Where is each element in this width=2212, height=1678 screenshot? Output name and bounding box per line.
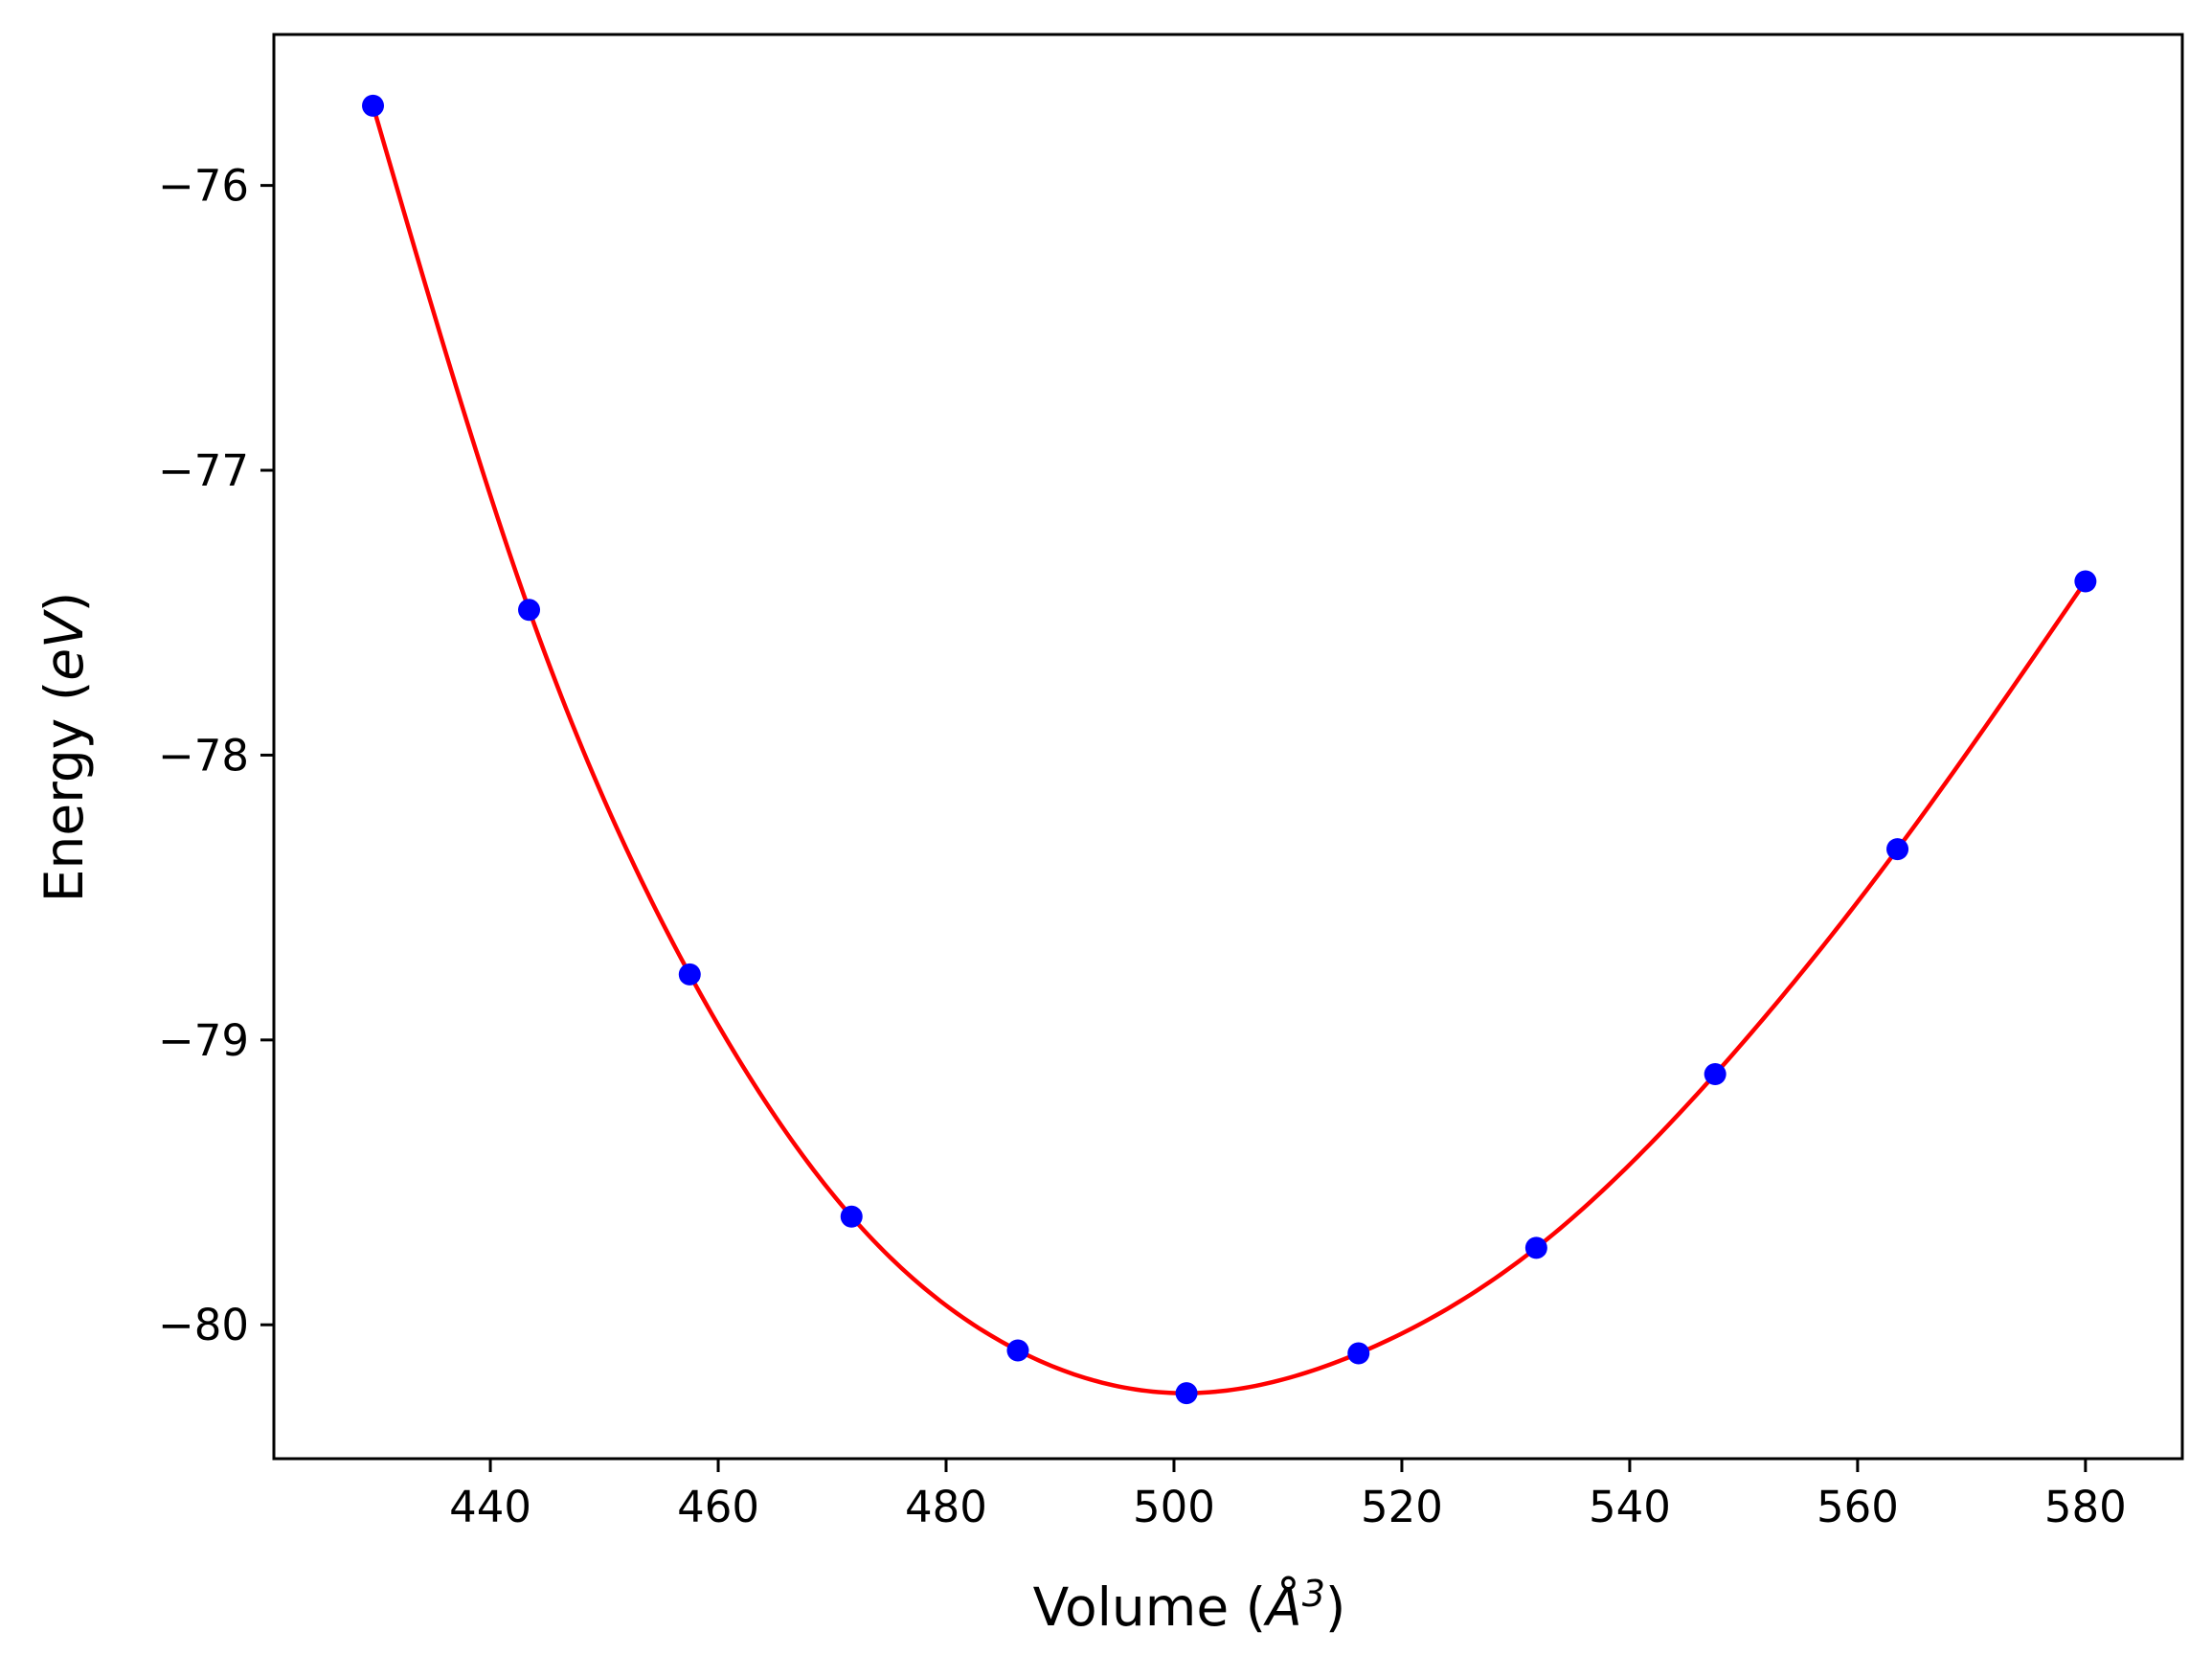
x-tick-label: 540 — [1589, 1482, 1671, 1532]
x-tick-label: 580 — [2044, 1482, 2127, 1532]
y-axis-unit: eV — [34, 609, 95, 681]
y-tick-label: −78 — [158, 730, 249, 781]
x-tick-label: 560 — [1817, 1482, 1899, 1532]
x-axis-unit-exponent: 3 — [1302, 1573, 1325, 1615]
x-axis-unit-symbol: Å — [1263, 1576, 1302, 1638]
y-tick-label: −76 — [158, 161, 249, 212]
data-point — [1006, 1339, 1029, 1362]
plot-layer — [362, 94, 2097, 1405]
data-point — [2074, 570, 2097, 593]
x-tick-label: 500 — [1133, 1482, 1215, 1532]
x-tick-label: 480 — [905, 1482, 987, 1532]
data-point — [678, 963, 701, 986]
x-tick-label: 440 — [449, 1482, 531, 1532]
y-tick-label: −77 — [158, 445, 249, 496]
axes-layer: 440 460 480 500 520 540 560 580 −76 −77 −78 −79 −80 — [158, 33, 2184, 1532]
data-point — [362, 94, 385, 117]
data-point — [1524, 1236, 1547, 1259]
y-axis-label: Energy (eV) — [34, 592, 95, 902]
y-tick-label: −79 — [158, 1015, 249, 1066]
data-point — [518, 599, 541, 622]
data-point — [840, 1205, 863, 1228]
x-axis-label: Volume (Å3) — [1033, 1573, 1346, 1638]
x-tick-label: 460 — [677, 1482, 759, 1532]
data-point — [1347, 1342, 1370, 1365]
x-tick-label: 520 — [1361, 1482, 1443, 1532]
data-point — [1886, 838, 1909, 861]
data-point — [1704, 1063, 1727, 1086]
data-point — [1175, 1382, 1198, 1405]
axes-frame — [272, 33, 2184, 1461]
y-tick-label: −80 — [158, 1300, 249, 1350]
